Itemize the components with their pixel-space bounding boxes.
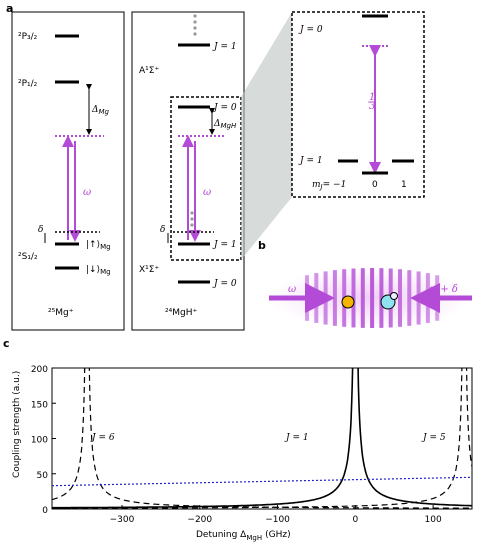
fringe: [379, 268, 384, 328]
trap-illustration: ω ω + δ: [269, 268, 472, 328]
label-up: |↑⟩Mg: [86, 240, 111, 251]
label-x-j1: J = 1: [212, 240, 237, 250]
label-p12: ²P₁/₂: [18, 79, 38, 89]
fringe: [398, 269, 402, 327]
label-x-j0-bottom: J = 0: [212, 279, 237, 289]
series-line-j5: [52, 368, 463, 509]
panel-b-label: b: [258, 239, 266, 252]
x-tick-label: −300: [110, 515, 135, 525]
delta-label: δ: [38, 225, 43, 235]
inset-label-j0: J = 0: [298, 25, 323, 35]
series-line-j6: [52, 368, 86, 501]
mgh-title: ²⁴MgH⁺: [165, 308, 197, 318]
mg-title: ²⁵Mg⁺: [48, 308, 74, 318]
delta-label-mgh: δ: [160, 225, 165, 235]
omega-label-mgh: ω: [203, 187, 211, 198]
hydrogen-atom: [390, 292, 398, 300]
mg-level-diagram: ²P₃/₂ ²P₁/₂ ΔMg ω δ ²S₁/₂ |↑⟩Mg |↓⟩Mg ²⁵…: [11, 11, 125, 331]
fringe: [323, 271, 328, 325]
x-tick-label: −100: [265, 515, 290, 525]
left-beam-label: ω: [288, 284, 296, 295]
inset-fraction-num: 1: [369, 92, 375, 103]
panel-c-label: c: [3, 337, 10, 350]
mg-ion: [341, 295, 355, 309]
inset-sublevels: J = 0 1 3 J = 1 mJ= −1 0 1: [291, 11, 425, 198]
plot-frame: [51, 367, 473, 510]
y-tick-label: 50: [37, 471, 49, 481]
fringe: [351, 268, 356, 328]
x-tick-label: 100: [425, 515, 442, 525]
y-tick-label: 0: [42, 506, 48, 516]
panel-a-label: a: [6, 2, 13, 15]
label-a-state: A¹Σ⁺: [139, 66, 159, 76]
fringe: [407, 270, 412, 326]
inset-label-j1: J = 1: [298, 156, 323, 166]
fringe: [332, 270, 337, 326]
y-axis-label: Coupling strength (a.u.): [12, 371, 22, 478]
x-tick-label: −200: [187, 515, 212, 525]
fringe: [370, 268, 375, 328]
x-axis-label: Detuning ΔMgH (GHz): [196, 530, 291, 542]
x-tick-label: 0: [352, 515, 358, 525]
delta-mgh-label: ΔMgH: [213, 119, 237, 130]
label-x-j0: J = 0: [212, 103, 237, 113]
y-tick-label: 150: [31, 400, 48, 410]
mgh-level-diagram: J = 1 A¹Σ⁺ J = 0 ΔMgH ω δ J = 1 X¹Σ⁺ J =…: [131, 11, 245, 331]
series-line-j5: [465, 368, 472, 467]
label-x-state: X¹Σ⁺: [139, 265, 159, 275]
fringe: [416, 271, 421, 325]
y-tick-label: 200: [31, 365, 48, 375]
label-a-j1: J = 1: [212, 42, 237, 52]
series-line-j6: [88, 368, 472, 509]
coupling-chart: −300 −200 −100 0 100 0 50 100 150 200 J = 6 J = 1…: [12, 365, 473, 542]
fringe: [360, 268, 365, 328]
omega-label: ω: [83, 187, 91, 198]
label-down: |↓⟩Mg: [86, 265, 111, 276]
label-p32: ²P₃/₂: [18, 32, 38, 42]
right-beam-label: ω + δ: [429, 284, 458, 295]
inset-mj-label: mJ= −1: [312, 180, 346, 191]
inset-mj-1: 1: [401, 180, 407, 190]
delta-mg-label: ΔMg: [91, 105, 110, 116]
y-tick-label: 100: [31, 436, 48, 446]
curve-label-j6: J = 6: [90, 433, 115, 443]
label-s12: ²S₁/₂: [18, 252, 38, 262]
inset-mj-0: 0: [372, 180, 378, 190]
zoom-wedge: [241, 12, 292, 260]
curve-label-j1: J = 1: [284, 433, 309, 443]
inset-fraction-den: 3: [369, 101, 375, 112]
standing-wave-fringes: [305, 268, 440, 328]
series-line-reference: [52, 476, 472, 487]
curve-label-j5: J = 5: [421, 433, 446, 443]
